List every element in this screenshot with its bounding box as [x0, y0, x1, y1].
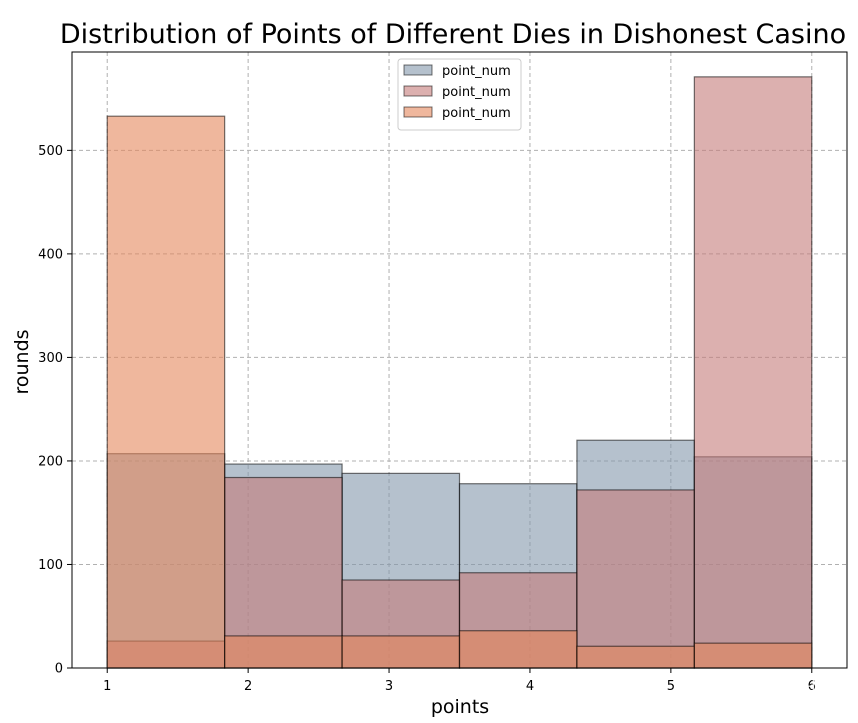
legend-swatch-1: [403, 64, 433, 76]
y-tick-label: 200: [38, 454, 63, 469]
plot-frame: [71, 51, 848, 669]
legend-swatch-2: [403, 85, 433, 97]
y-axis-ticks: 0 100 200 300 400 500: [38, 144, 72, 677]
x-tick-label: 6: [808, 679, 816, 694]
x-tick-label: 3: [385, 679, 393, 694]
watermark: 知乎 @欧阳静: [710, 675, 836, 699]
y-axis-label: rounds: [11, 329, 33, 394]
x-tick-label: 5: [667, 679, 675, 694]
legend: point_num point_num point_num: [397, 58, 522, 131]
bar-series-3-bin-1: [106, 115, 226, 669]
x-tick-label: 1: [103, 679, 111, 694]
x-tick-label: 2: [244, 679, 252, 694]
x-axis-ticks: 1 2 3 4 5 6: [103, 668, 816, 694]
y-tick-label: 400: [38, 247, 63, 262]
bar-series-2-bin-6: [693, 76, 813, 669]
legend-label-3: point_num: [442, 106, 511, 121]
x-tick-label: 4: [526, 679, 534, 694]
bar-series-3-bin-3: [341, 635, 461, 669]
chart-title: Distribution of Points of Different Dies…: [60, 19, 846, 50]
legend-label-2: point_num: [442, 85, 511, 100]
bar-series-3-bin-5: [576, 645, 695, 669]
x-axis-label: points: [431, 696, 489, 718]
legend-swatch-3: [403, 106, 433, 118]
bar-series-3-bin-2: [224, 635, 343, 669]
bar-series-3-bin-6: [693, 642, 813, 669]
legend-label-1: point_num: [442, 64, 511, 79]
bar-series-3-bin-4: [458, 630, 578, 669]
bars: [106, 76, 813, 669]
y-tick-label: 100: [38, 558, 63, 573]
y-tick-label: 500: [38, 144, 63, 159]
bar-series-2-bin-5: [576, 489, 695, 669]
y-tick-label: 300: [38, 351, 63, 366]
y-tick-label: 0: [55, 662, 63, 677]
